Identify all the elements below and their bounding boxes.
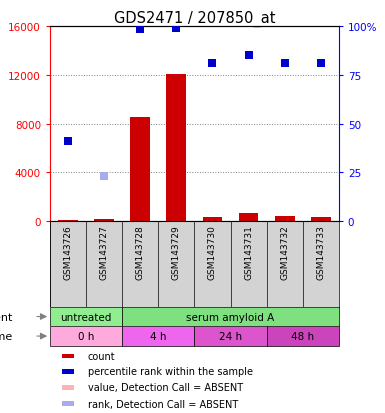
Text: 48 h: 48 h bbox=[291, 331, 314, 341]
Text: 0 h: 0 h bbox=[78, 331, 94, 341]
Text: rank, Detection Call = ABSENT: rank, Detection Call = ABSENT bbox=[88, 399, 238, 408]
Bar bbox=[122, 307, 339, 327]
Bar bbox=[131, 118, 150, 222]
Text: 4 h: 4 h bbox=[150, 331, 167, 341]
Text: untreated: untreated bbox=[60, 312, 112, 322]
Bar bbox=[94, 220, 114, 222]
Text: GSM143733: GSM143733 bbox=[316, 224, 325, 279]
Text: 24 h: 24 h bbox=[219, 331, 242, 341]
Bar bbox=[203, 218, 223, 222]
Bar bbox=[266, 327, 339, 346]
Bar bbox=[311, 218, 331, 222]
Text: GSM143728: GSM143728 bbox=[136, 224, 145, 279]
Title: GDS2471 / 207850_at: GDS2471 / 207850_at bbox=[114, 11, 275, 27]
Text: GSM143730: GSM143730 bbox=[208, 224, 217, 279]
Text: GSM143726: GSM143726 bbox=[64, 224, 73, 279]
Bar bbox=[50, 327, 122, 346]
Text: serum amyloid A: serum amyloid A bbox=[186, 312, 275, 322]
Bar bbox=[275, 217, 295, 222]
Text: GSM143731: GSM143731 bbox=[244, 224, 253, 279]
Bar bbox=[50, 307, 122, 327]
Text: time: time bbox=[0, 331, 13, 341]
Text: value, Detection Call = ABSENT: value, Detection Call = ABSENT bbox=[88, 382, 243, 392]
Bar bbox=[62, 401, 74, 406]
Text: percentile rank within the sample: percentile rank within the sample bbox=[88, 366, 253, 376]
Bar bbox=[166, 74, 186, 222]
Bar bbox=[239, 213, 258, 222]
Bar bbox=[62, 369, 74, 374]
Text: GSM143732: GSM143732 bbox=[280, 224, 289, 279]
Text: count: count bbox=[88, 351, 115, 361]
Bar bbox=[58, 220, 78, 222]
Bar bbox=[122, 327, 194, 346]
Text: GSM143727: GSM143727 bbox=[100, 224, 109, 279]
Text: GSM143729: GSM143729 bbox=[172, 224, 181, 279]
Bar bbox=[62, 354, 74, 358]
Bar bbox=[62, 385, 74, 390]
Text: agent: agent bbox=[0, 312, 13, 322]
Bar bbox=[194, 327, 266, 346]
